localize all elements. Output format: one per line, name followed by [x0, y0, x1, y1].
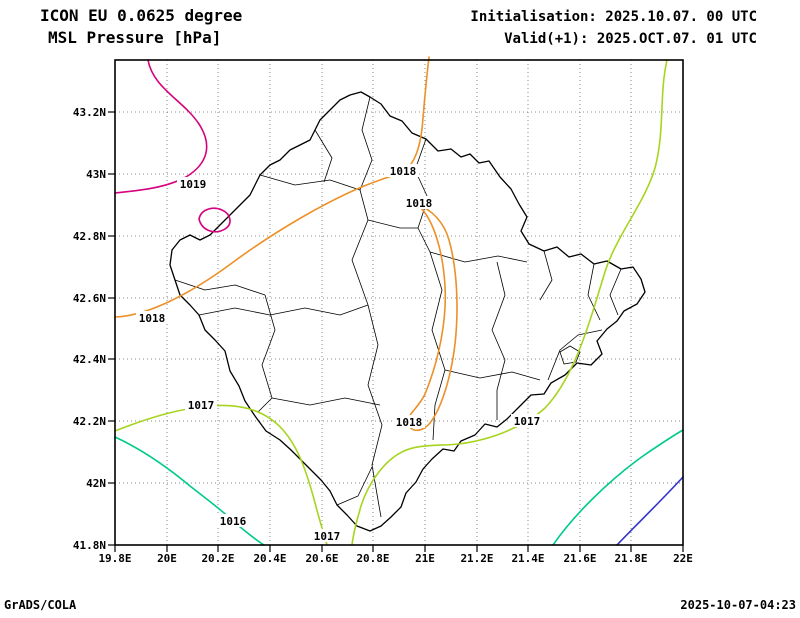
- svg-text:1018: 1018: [406, 197, 433, 210]
- init-time-label: Initialisation: 2025.10.07. 00 UTC: [470, 9, 757, 25]
- kosovo-boundaries: [169, 91, 646, 532]
- y-tick-label: 43N: [86, 168, 106, 181]
- x-tick-label: 21.6E: [563, 552, 596, 565]
- contour-label-1018-a: 1018: [387, 164, 419, 178]
- x-tick-label: 21.2E: [460, 552, 493, 565]
- axes: 43.2N 43N 42.8N 42.6N 42.4N 42.2N 42N 41…: [73, 59, 693, 565]
- contour-1018-closed-loop: [407, 204, 458, 432]
- x-tick-label: 20.2E: [201, 552, 234, 565]
- contour-1017-east: [351, 59, 668, 546]
- contour-1019-main: [114, 59, 208, 194]
- contour-1016-southeast: [552, 429, 684, 546]
- valid-time-label: Valid(+1): 2025.OCT.07. 01 UTC: [504, 31, 757, 47]
- contour-label-1017-c: 1017: [311, 529, 343, 543]
- svg-text:1017: 1017: [188, 399, 215, 412]
- svg-text:1017: 1017: [514, 415, 541, 428]
- grads-credit-label: GrADS/COLA: [4, 598, 77, 612]
- contour-1015-corner: [616, 476, 684, 546]
- x-tick-label: 20.4E: [253, 552, 286, 565]
- left-ticks: [108, 111, 115, 546]
- creation-timestamp: 2025-10-07-04:23: [680, 598, 796, 612]
- y-tick-label: 42.4N: [73, 353, 106, 366]
- municipality-borders: [174, 96, 622, 518]
- x-tick-label: 21E: [415, 552, 435, 565]
- y-tick-label: 42.8N: [73, 230, 106, 243]
- x-tick-label: 20.8E: [356, 552, 389, 565]
- footer: GrADS/COLA 2025-10-07-04:23: [4, 598, 796, 612]
- contour-1018-main: [114, 56, 430, 318]
- y-tick-label: 42.2N: [73, 415, 106, 428]
- contour-label-1016: 1016: [217, 514, 249, 528]
- x-tick-label: 21.8E: [614, 552, 647, 565]
- contour-labels: 1019 1018 1018 1018 1018 1017 1017 1016: [136, 164, 543, 543]
- contour-label-1018-c: 1018: [136, 311, 168, 325]
- field-title: MSL Pressure [hPa]: [48, 28, 221, 47]
- contour-label-1019: 1019: [177, 177, 209, 191]
- x-axis-labels: 19.8E 20E 20.2E 20.4E 20.6E 20.8E 21E 21…: [98, 552, 693, 565]
- contour-label-1017-a: 1017: [185, 398, 217, 412]
- y-tick-label: 42N: [86, 477, 106, 490]
- x-tick-label: 20.6E: [305, 552, 338, 565]
- model-title: ICON EU 0.0625 degree: [40, 6, 242, 25]
- contour-1019-closed-cell: [198, 207, 231, 233]
- contour-1016-southwest: [114, 436, 265, 546]
- svg-text:1018: 1018: [139, 312, 166, 325]
- x-tick-label: 21.4E: [511, 552, 544, 565]
- contour-label-1018-d: 1018: [393, 415, 425, 429]
- svg-text:1018: 1018: [390, 165, 417, 178]
- plot-frame: [114, 59, 684, 546]
- contour-label-1017-b: 1017: [511, 414, 543, 428]
- x-tick-label: 22E: [673, 552, 693, 565]
- y-tick-label: 43.2N: [73, 106, 106, 119]
- svg-text:1018: 1018: [396, 416, 423, 429]
- contour-1017-west: [114, 404, 328, 546]
- lat-lon-grid: [115, 60, 683, 545]
- y-axis-labels: 43.2N 43N 42.8N 42.6N 42.4N 42.2N 42N 41…: [73, 106, 106, 552]
- titles: ICON EU 0.0625 degree MSL Pressure [hPa]…: [40, 6, 757, 47]
- kosovo-outer-border: [169, 91, 646, 532]
- svg-text:1016: 1016: [220, 515, 247, 528]
- pressure-contours: [114, 56, 684, 546]
- bottom-ticks: [114, 545, 684, 552]
- svg-text:1017: 1017: [314, 530, 341, 543]
- y-tick-label: 41.8N: [73, 539, 106, 552]
- svg-text:1019: 1019: [180, 178, 207, 191]
- x-tick-label: 20E: [157, 552, 177, 565]
- contour-label-1018-b: 1018: [403, 196, 435, 210]
- x-tick-label: 19.8E: [98, 552, 131, 565]
- y-tick-label: 42.6N: [73, 292, 106, 305]
